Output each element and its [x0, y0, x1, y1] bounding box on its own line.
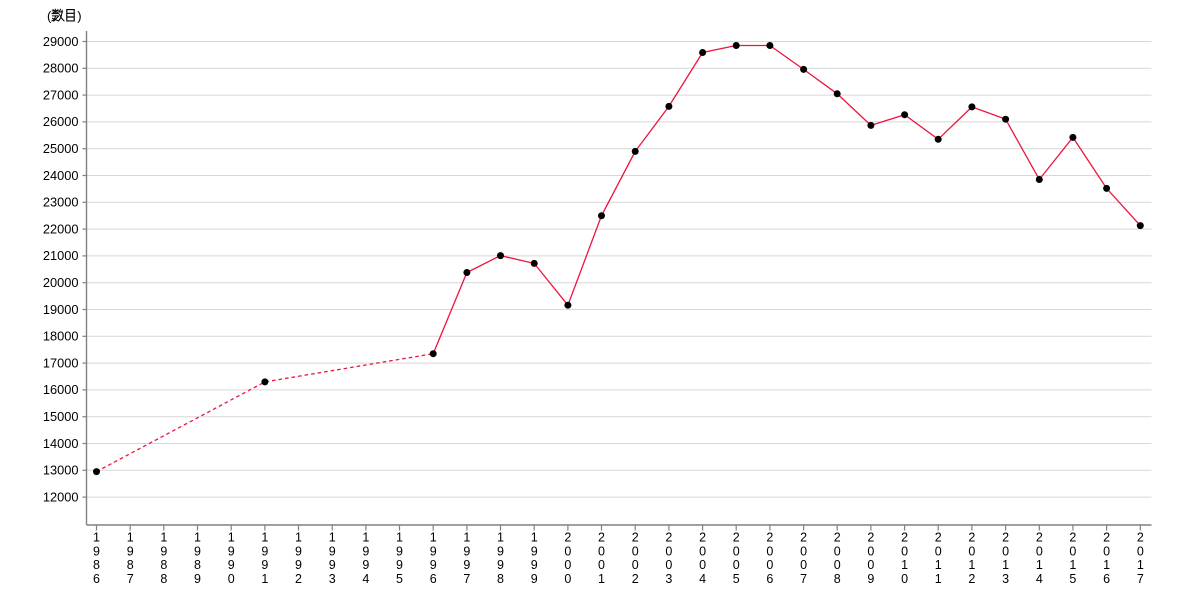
svg-text:26000: 26000 — [43, 114, 79, 129]
svg-text:12000: 12000 — [43, 489, 79, 504]
svg-text:25000: 25000 — [43, 141, 79, 156]
svg-text:20000: 20000 — [43, 275, 79, 290]
svg-text:17000: 17000 — [43, 355, 79, 370]
svg-text:27000: 27000 — [43, 87, 79, 102]
svg-text:23000: 23000 — [43, 195, 79, 210]
svg-text:18000: 18000 — [43, 329, 79, 344]
svg-text:22000: 22000 — [43, 221, 79, 236]
svg-text:(: ( — [47, 9, 52, 24]
svg-text:21000: 21000 — [43, 248, 79, 263]
svg-text:16000: 16000 — [43, 382, 79, 397]
svg-text:28000: 28000 — [43, 61, 79, 76]
svg-text:15000: 15000 — [43, 409, 79, 424]
svg-text:19000: 19000 — [43, 302, 79, 317]
svg-text:14000: 14000 — [43, 436, 79, 451]
svg-text:13000: 13000 — [43, 463, 79, 478]
svg-text:2000: 2000 — [564, 531, 571, 586]
svg-text:): ) — [77, 9, 81, 24]
svg-text:24000: 24000 — [43, 168, 79, 183]
svg-text:29000: 29000 — [43, 34, 79, 49]
